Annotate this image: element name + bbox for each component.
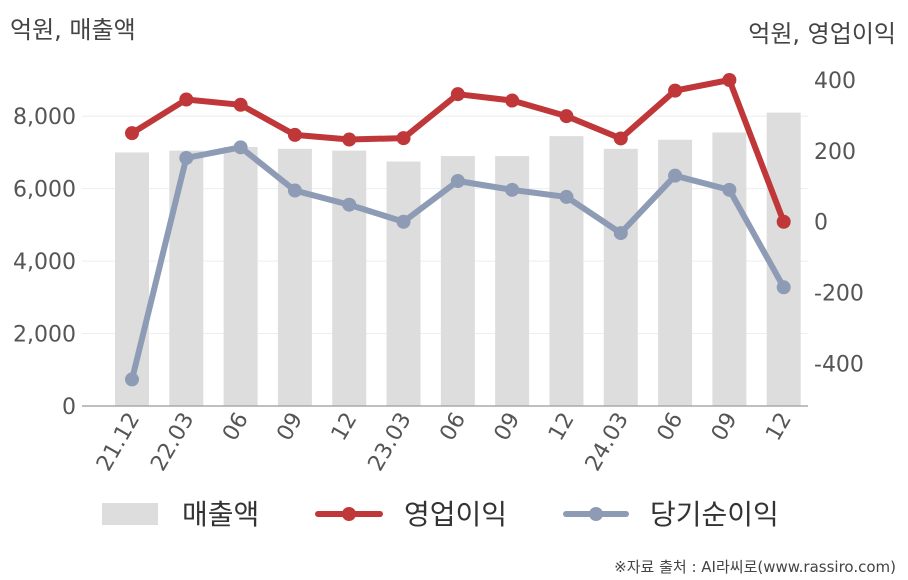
bar-11: [712, 132, 747, 406]
right-tick-3: 200: [814, 140, 856, 165]
x-tick-1: 22.03: [146, 409, 199, 476]
x-tick-4: 12: [327, 409, 363, 446]
legend-marker-net: [589, 507, 603, 521]
point-op-11: [722, 73, 737, 87]
x-axis-ticks: 21.12 22.03 06 09 12 23.03 06 09 12 24.03 06 09 12: [92, 409, 797, 476]
point-net-6: [450, 173, 465, 188]
right-axis-unit: 억원, 영업이익: [748, 20, 896, 48]
left-tick-1: 2,000: [13, 323, 76, 348]
point-net-12: [776, 280, 791, 295]
left-tick-3: 6,000: [13, 178, 76, 203]
right-tick-2: 0: [814, 211, 828, 236]
x-tick-6: 06: [435, 409, 471, 446]
x-tick-3: 09: [272, 409, 308, 446]
bar-9: [603, 148, 638, 407]
left-axis-ticks: 0 2,000 4,000 6,000 8,000: [13, 105, 76, 420]
x-tick-0: 21.12: [92, 409, 145, 476]
x-tick-11: 09: [707, 409, 743, 446]
left-tick-2: 4,000: [13, 250, 76, 275]
point-op-12: [776, 214, 791, 229]
point-net-4: [342, 197, 357, 212]
point-net-8: [559, 189, 574, 204]
bar-1: [169, 150, 204, 406]
legend-marker-op: [342, 507, 356, 521]
point-net-5: [396, 214, 411, 229]
left-axis-unit: 억원, 매출액: [10, 16, 136, 44]
point-net-9: [613, 226, 628, 241]
right-axis-ticks: -400 -200 0 200 400: [814, 69, 864, 377]
x-tick-2: 06: [218, 409, 254, 446]
bar-7: [495, 156, 530, 406]
point-op-5: [396, 131, 411, 146]
bar-5: [386, 161, 421, 406]
legend-label-sales: 매출액: [182, 498, 259, 531]
point-op-8: [559, 109, 574, 124]
point-op-9: [613, 131, 628, 146]
legend: 매출액 영업이익 당기순이익: [102, 498, 779, 531]
bar-2: [223, 147, 258, 406]
point-op-3: [287, 127, 302, 142]
x-tick-10: 06: [653, 409, 689, 446]
right-tick-4: 400: [814, 69, 856, 94]
point-op-1: [179, 92, 194, 107]
legend-label-op: 영업이익: [404, 498, 507, 531]
bar-6: [440, 156, 475, 406]
line-series: [125, 73, 791, 387]
point-op-6: [450, 87, 465, 102]
x-tick-5: 23.03: [364, 409, 417, 476]
point-net-11: [722, 182, 737, 197]
point-net-7: [505, 182, 520, 197]
left-tick-0: 0: [62, 395, 76, 420]
right-tick-0: -400: [814, 352, 864, 377]
legend-swatch-sales: [102, 503, 158, 525]
point-net-0: [125, 372, 139, 387]
source-note: ※자료 출처 : AI라씨로(www.rassiro.com): [614, 558, 896, 576]
point-op-7: [505, 93, 520, 108]
point-net-3: [287, 183, 302, 198]
bar-4: [332, 150, 367, 406]
legend-label-net: 당기순이익: [650, 498, 779, 531]
bar-series: [115, 112, 801, 407]
point-net-10: [668, 168, 683, 183]
point-net-2: [233, 140, 248, 155]
point-net-1: [179, 150, 194, 165]
bar-8: [549, 136, 584, 406]
x-tick-8: 12: [544, 409, 580, 446]
x-tick-9: 24.03: [581, 409, 634, 476]
bar-0: [115, 152, 149, 406]
point-op-4: [342, 132, 357, 147]
right-tick-1: -200: [814, 282, 864, 307]
bar-12: [766, 112, 801, 406]
point-op-0: [125, 126, 139, 141]
point-op-10: [668, 83, 683, 98]
x-tick-12: 12: [761, 409, 797, 446]
x-tick-7: 09: [490, 409, 526, 446]
left-tick-4: 8,000: [13, 105, 76, 130]
point-op-2: [233, 97, 248, 112]
